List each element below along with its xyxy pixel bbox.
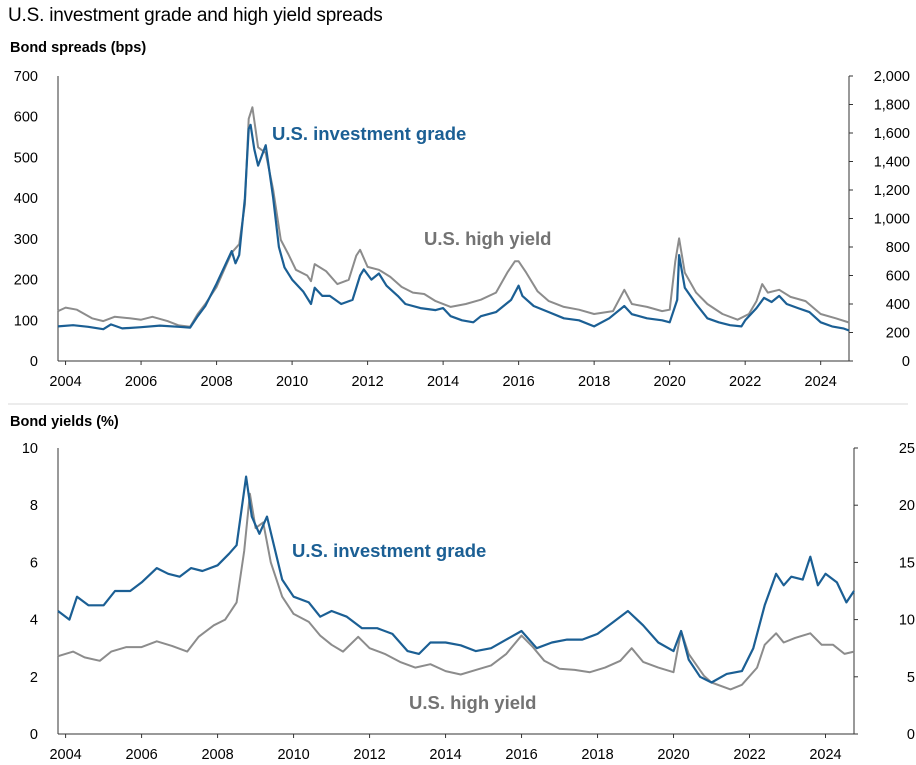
right-axis-tick-label: 25 — [899, 441, 915, 457]
right-axis-tick-label: 5 — [907, 670, 915, 686]
left-axis-tick-label: 200 — [14, 273, 38, 289]
right-axis-tick-label: 0 — [902, 354, 910, 370]
spreads-axis-title: Bond spreads (bps) — [10, 40, 146, 56]
right-axis-tick-label: 1,200 — [874, 183, 910, 199]
page-title: U.S. investment grade and high yield spr… — [8, 5, 383, 26]
left-axis-tick-label: 500 — [14, 150, 38, 166]
left-axis-tick-label: 10 — [22, 441, 38, 457]
right-axis-tick-label: 200 — [886, 326, 910, 342]
yields-high-yield-label: U.S. high yield — [409, 692, 536, 713]
right-axis-tick-label: 20 — [899, 498, 915, 514]
right-axis-tick-label: 800 — [886, 240, 910, 256]
right-axis-tick-label: 400 — [886, 297, 910, 313]
spreads-investment-grade-line — [57, 123, 850, 332]
x-tick-label: 2004 — [49, 374, 81, 390]
x-tick-label: 2010 — [276, 374, 308, 390]
right-axis-tick-label: 1,400 — [874, 155, 910, 171]
x-tick-label: 2006 — [125, 374, 157, 390]
x-tick-label: 2014 — [429, 747, 461, 763]
spreads-high-yield-line — [57, 106, 850, 328]
left-axis-tick-label: 4 — [30, 613, 38, 629]
yields-panel: Bond yields (%) 2004 2006 2008 2010 2012 2014… — [10, 414, 915, 763]
right-axis-tick-label: 600 — [886, 269, 910, 285]
x-tick-label: 2016 — [505, 747, 537, 763]
x-tick-label: 2022 — [729, 374, 761, 390]
x-tick-label: 2022 — [733, 747, 765, 763]
right-axis-tick-label: 0 — [907, 727, 915, 743]
yields-investment-grade-label: U.S. investment grade — [292, 540, 486, 561]
x-tick-label: 2014 — [427, 374, 459, 390]
right-axis-tick-label: 1,000 — [874, 212, 910, 228]
x-tick-label: 2020 — [654, 374, 686, 390]
left-axis-tick-label: 300 — [14, 232, 38, 248]
yields-axis-title: Bond yields (%) — [10, 414, 119, 430]
yields-high-yield-line — [57, 492, 855, 691]
x-tick-label: 2024 — [809, 747, 841, 763]
right-axis-tick-label: 15 — [899, 555, 915, 571]
x-tick-label: 2004 — [49, 747, 81, 763]
x-tick-label: 2018 — [581, 747, 613, 763]
right-axis-tick-label: 1,600 — [874, 126, 910, 142]
left-axis-tick-label: 400 — [14, 191, 38, 207]
x-tick-label: 2018 — [578, 374, 610, 390]
left-axis-tick-label: 8 — [30, 498, 38, 514]
x-tick-label: 2008 — [200, 374, 232, 390]
x-tick-label: 2024 — [805, 374, 837, 390]
x-tick-label: 2010 — [277, 747, 309, 763]
x-tick-label: 2020 — [657, 747, 689, 763]
left-axis-tick-label: 0 — [30, 354, 38, 370]
x-tick-label: 2006 — [125, 747, 157, 763]
spreads-investment-grade-label: U.S. investment grade — [272, 123, 466, 144]
left-axis-tick-label: 100 — [14, 313, 38, 329]
spreads-panel: Bond spreads (bps) 2004 2006 2008 2010 2012 2… — [10, 40, 910, 390]
x-tick-label: 2012 — [353, 747, 385, 763]
right-axis-tick-label: 10 — [899, 613, 915, 629]
spreads-high-yield-label: U.S. high yield — [424, 228, 551, 249]
right-axis-tick-label: 2,000 — [874, 69, 910, 85]
yields-investment-grade-line — [57, 475, 855, 684]
left-axis-tick-label: 0 — [30, 727, 38, 743]
left-axis-tick-label: 2 — [30, 670, 38, 686]
right-axis-tick-label: 1,800 — [874, 98, 910, 114]
left-axis-tick-label: 6 — [30, 555, 38, 571]
left-axis-tick-label: 700 — [14, 69, 38, 85]
x-tick-label: 2008 — [201, 747, 233, 763]
left-axis-tick-label: 600 — [14, 110, 38, 126]
x-tick-label: 2016 — [502, 374, 534, 390]
x-tick-label: 2012 — [351, 374, 383, 390]
